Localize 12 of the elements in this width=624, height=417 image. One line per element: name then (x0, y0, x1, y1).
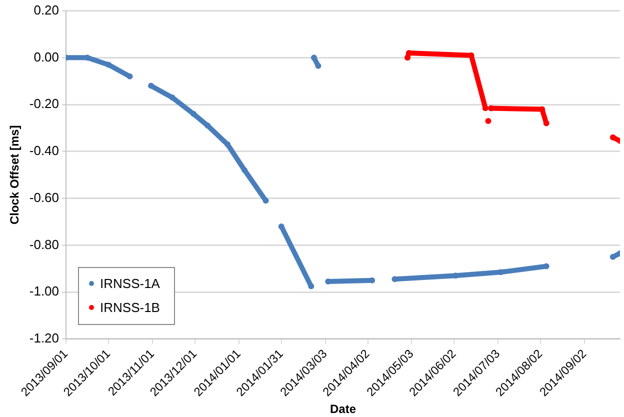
y-tick-label: 0.20 (34, 2, 60, 18)
legend-label: IRNSS-1B (100, 300, 160, 316)
y-axis-title: Clock Offset [ms] (8, 125, 22, 225)
x-axis-title: Date (330, 402, 356, 416)
y-tick-label: -1.20 (29, 330, 60, 346)
legend-label: IRNSS-1A (100, 276, 160, 292)
y-tick-label: -0.80 (29, 236, 60, 252)
y-tick-label: -0.20 (29, 96, 60, 112)
y-tick-label: -0.40 (29, 143, 60, 158)
y-tick-label: -1.00 (29, 284, 60, 299)
y-tick-label: 0.00 (34, 49, 60, 64)
y-tick-label: -0.60 (29, 190, 60, 205)
